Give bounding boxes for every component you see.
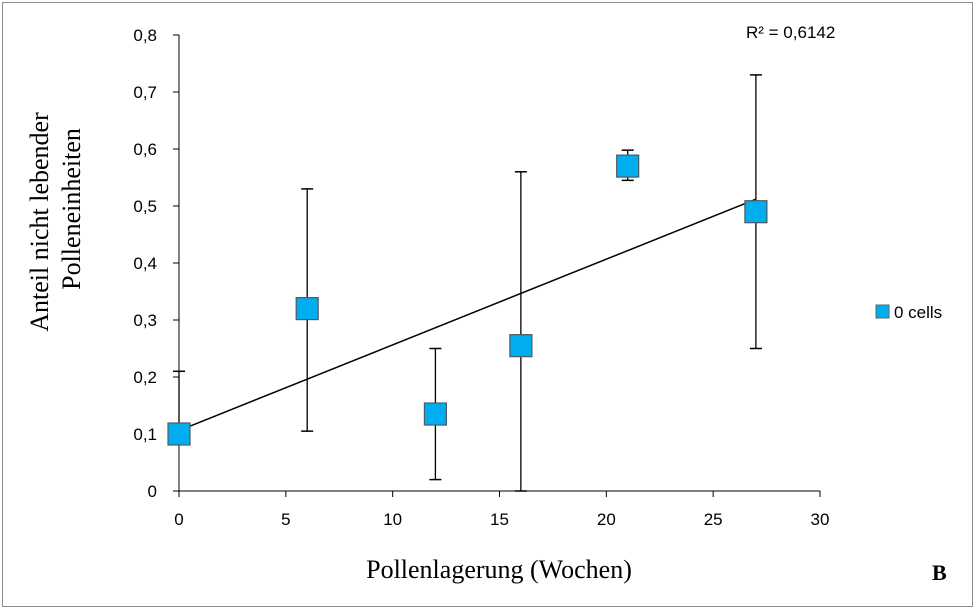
trendline — [178, 198, 757, 432]
x-tick-label: 25 — [704, 510, 723, 529]
y-tick-label: 0,5 — [133, 197, 157, 216]
x-tick-label: 0 — [174, 510, 183, 529]
data-point-marker — [509, 334, 533, 358]
y-tick-label: 0,8 — [133, 26, 157, 45]
y-axis-title-line-2: Polleneinheiten — [57, 128, 86, 290]
legend-marker — [875, 304, 890, 319]
data-point-marker — [744, 200, 768, 224]
y-tick-label: 0,1 — [133, 425, 157, 444]
data-point-marker — [167, 422, 191, 446]
legend-label: 0 cells — [894, 303, 942, 322]
x-tick-label: 5 — [281, 510, 290, 529]
x-tick-label: 15 — [490, 510, 509, 529]
data-point-marker — [423, 402, 447, 426]
x-tick-label: 30 — [811, 510, 830, 529]
x-tick-label: 10 — [383, 510, 402, 529]
y-tick-label: 0,7 — [133, 83, 157, 102]
x-tick-label: 20 — [597, 510, 616, 529]
y-tick-label: 0,2 — [133, 368, 157, 387]
data-point-marker — [295, 297, 319, 321]
panel-label: B — [932, 560, 947, 585]
r-squared-annotation: R² = 0,6142 — [746, 23, 835, 42]
y-tick-label: 0 — [148, 482, 157, 501]
x-axis: 0 5 10 15 20 25 30 — [174, 490, 830, 529]
legend: 0 cells — [875, 303, 942, 322]
data-point-marker — [616, 154, 640, 178]
x-axis-title: Pollenlagerung (Wochen) — [366, 555, 632, 584]
data-series — [167, 74, 768, 492]
y-tick-label: 0,6 — [133, 140, 157, 159]
y-tick-label: 0,3 — [133, 311, 157, 330]
y-axis-title-line-1: Anteil nicht lebender — [25, 112, 54, 332]
y-tick-label: 0,4 — [133, 254, 157, 273]
